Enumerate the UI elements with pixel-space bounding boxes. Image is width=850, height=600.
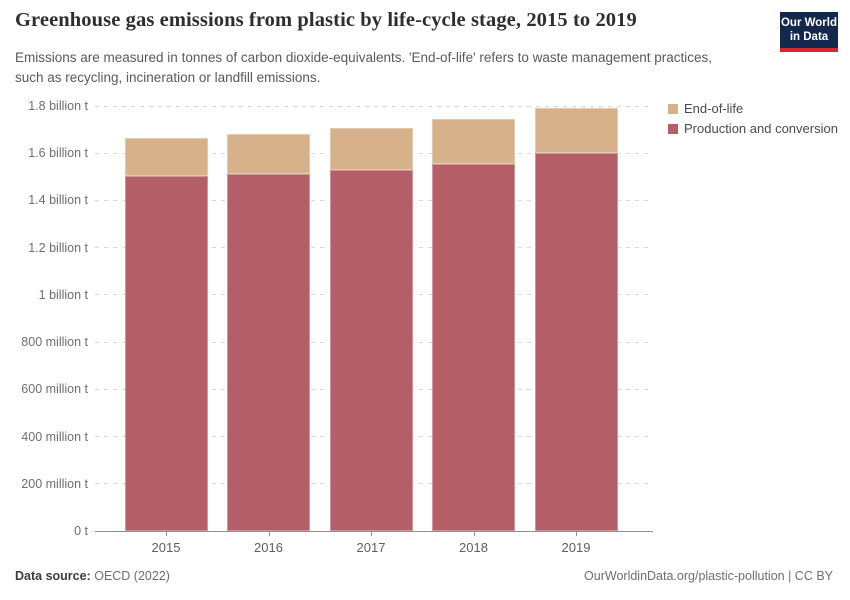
bar-segment-production-and-conversion-2018[interactable] <box>432 163 515 531</box>
owid-logo-line1: Our World <box>780 17 837 29</box>
y-axis-tick-label: 800 million t <box>21 335 88 350</box>
gridline <box>95 105 653 107</box>
x-axis-tick <box>371 532 372 536</box>
data-source-value: OECD (2022) <box>94 569 170 583</box>
bar-segment-production-and-conversion-2016[interactable] <box>227 174 310 531</box>
x-axis-label-2017: 2017 <box>356 540 386 555</box>
y-axis-tick-label: 0 t <box>74 524 88 538</box>
bar-segment-end-of-life-2015[interactable] <box>124 137 208 176</box>
chart-subtitle: Emissions are measured in tonnes of carb… <box>15 50 713 85</box>
legend-label: Production and conversion <box>684 121 838 136</box>
y-axis-tick-label: 1.4 billion t <box>28 193 88 208</box>
x-axis-label-2018: 2018 <box>459 540 488 555</box>
x-axis-label-2019: 2019 <box>561 540 591 555</box>
bar-segment-production-and-conversion-2017[interactable] <box>329 169 413 531</box>
legend-label: End-of-life <box>684 101 744 116</box>
chart-legend: End-of-life Production and conversion <box>668 101 838 141</box>
x-axis-tick <box>166 532 167 536</box>
bar-segment-end-of-life-2018[interactable] <box>432 118 515 164</box>
legend-item-production-and-conversion[interactable]: Production and conversion <box>668 121 838 136</box>
y-axis-tick-label: 200 million t <box>21 476 88 491</box>
bar-segment-end-of-life-2019[interactable] <box>534 108 618 154</box>
legend-swatch-icon <box>668 123 678 134</box>
page-title: Greenhouse gas emissions from plastic by… <box>15 9 637 31</box>
owid-logo[interactable]: Our World in Data <box>780 12 838 52</box>
data-source-note: Data source: OECD (2022) <box>15 569 170 583</box>
data-source-label: Data source: <box>15 569 91 583</box>
legend-item-end-of-life[interactable]: End-of-life <box>668 101 838 116</box>
x-axis-tick <box>576 532 577 536</box>
y-axis-tick-label: 1.2 billion t <box>28 240 88 255</box>
y-axis-tick-label: 1.8 billion t <box>28 99 88 113</box>
bar-segment-end-of-life-2016[interactable] <box>227 134 310 175</box>
y-axis-tick-label: 400 million t <box>21 429 88 444</box>
y-axis-tick-label: 1.6 billion t <box>28 146 88 161</box>
x-axis-tick <box>268 532 270 536</box>
x-axis-tick <box>473 532 475 536</box>
y-axis-tick-label: 1 billion t <box>38 287 88 302</box>
owid-logo-line2: in Data <box>789 31 829 43</box>
bar-segment-production-and-conversion-2015[interactable] <box>124 175 208 531</box>
bar-segment-end-of-life-2017[interactable] <box>329 128 413 170</box>
x-axis-label-2015: 2015 <box>151 540 181 555</box>
x-axis-line <box>95 530 653 532</box>
credit-link[interactable]: OurWorldinData.org/plastic-pollution | C… <box>584 569 833 583</box>
y-axis-tick-label: 600 million t <box>21 382 88 397</box>
x-axis-label-2016: 2016 <box>254 540 283 555</box>
bar-segment-production-and-conversion-2019[interactable] <box>534 153 618 531</box>
legend-swatch-icon <box>668 103 678 114</box>
